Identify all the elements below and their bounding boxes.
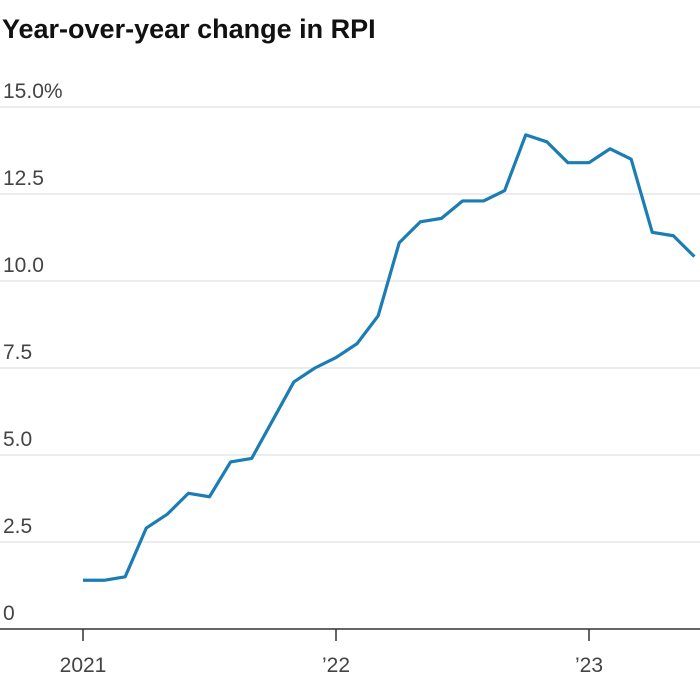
y-tick-label: 10.0 bbox=[3, 254, 44, 277]
y-tick-label: 7.5 bbox=[3, 341, 32, 364]
y-tick-label: 2.5 bbox=[3, 515, 32, 538]
x-tick-label: ’23 bbox=[575, 654, 603, 677]
chart-title: Year-over-year change in RPI bbox=[2, 14, 376, 44]
y-tick-label: 15.0% bbox=[3, 80, 63, 103]
y-tick-label: 0 bbox=[3, 602, 15, 625]
y-tick-label: 12.5 bbox=[3, 167, 44, 190]
y-tick-label: 5.0 bbox=[3, 428, 32, 451]
x-tick-label: ’22 bbox=[322, 654, 350, 677]
x-tick-label: 2021 bbox=[60, 654, 107, 677]
data-line bbox=[83, 133, 696, 582]
